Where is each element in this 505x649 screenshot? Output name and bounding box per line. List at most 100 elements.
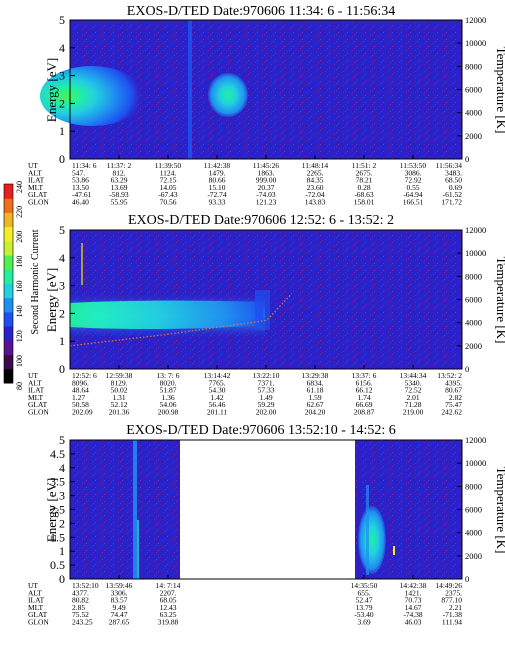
table-cell: 14:35:50: [351, 581, 378, 590]
colorbar-swatch: [4, 340, 13, 356]
table-cell: 11:48:14: [302, 161, 329, 170]
colorbar-tick-label: 160: [15, 281, 24, 293]
table-cell: 11:53:50: [400, 161, 427, 170]
table-cell: 11:56:34: [436, 161, 463, 170]
table-cell: 14.67: [405, 603, 422, 612]
table-cell: 72.92: [405, 176, 422, 185]
colorbar-tick-label: 120: [15, 330, 24, 342]
y2tick-label: 4000: [465, 318, 482, 328]
panel-3-orbit-table: UTALTILATMLTGLATGLON13:52:104377.80.822.…: [28, 581, 462, 627]
y2tick-label: 0: [465, 364, 469, 374]
table-cell: -64.94: [403, 190, 423, 199]
table-cell: 1479.: [209, 168, 226, 177]
table-cell: 4377.: [72, 588, 89, 597]
y2tick-label: 10000: [465, 38, 486, 48]
y2tick-label: 12000: [465, 435, 486, 445]
table-cell: 46.03: [405, 618, 422, 627]
panel-2-yticks: 5 4 3 2 1 0: [59, 223, 75, 376]
table-cell: 56.46: [209, 400, 226, 409]
panel-1-plot-area: [40, 19, 463, 160]
table-cell: 13:29:38: [302, 371, 329, 380]
table-cell: 54.06: [160, 400, 177, 409]
ytick-label: 1: [59, 544, 65, 558]
table-cell: 51.87: [160, 386, 177, 395]
colorbar-swatch: [4, 311, 13, 327]
panel-1-xticks: [69, 155, 463, 159]
table-row-label: UT: [28, 371, 38, 380]
table-cell: 0.69: [449, 183, 462, 192]
table-cell: 66.69: [356, 400, 373, 409]
table-cell: 6834.: [307, 378, 324, 387]
colorbar-swatch: [4, 212, 13, 228]
ytick-label: 3: [59, 69, 65, 83]
colorbar-swatch: [4, 283, 13, 299]
ytick-label: 3.5: [50, 475, 65, 489]
table-cell: 13:37: 6: [352, 371, 377, 380]
table-cell: -61.52: [443, 190, 463, 199]
y2tick-label: 6000: [465, 505, 482, 515]
table-cell: 14.05: [160, 183, 177, 192]
table-cell: 158.01: [354, 198, 375, 207]
ytick-label: 2: [59, 306, 65, 320]
table-cell: 11:37: 2: [107, 161, 132, 170]
table-cell: 14:49:26: [435, 581, 462, 590]
panel-1-y2ticks: 12000 10000 8000 6000 4000 2000 0: [457, 15, 486, 164]
y2tick-label: 8000: [465, 61, 482, 71]
table-cell: 2375.: [445, 588, 462, 597]
table-cell: 13.79: [356, 603, 373, 612]
table-row-label: ILAT: [28, 596, 45, 605]
table-cell: 0.55: [406, 183, 419, 192]
table-row-label: MLT: [28, 603, 44, 612]
table-cell: 14:42:38: [400, 581, 427, 590]
table-row-label: GLON: [28, 408, 49, 417]
table-cell: 54.30: [209, 386, 226, 395]
y2tick-label: 4000: [465, 108, 482, 118]
colorbar-ticks: 240 220 200 180 160 140 120 100 80: [15, 181, 24, 390]
table-cell: 13:22:10: [253, 371, 280, 380]
table-cell: 3086.: [405, 168, 422, 177]
colorbar-tick-label: 80: [15, 382, 24, 390]
table-cell: 1.74: [357, 393, 370, 402]
table-cell: 75.47: [445, 400, 462, 409]
ytick-label: 4: [59, 461, 65, 475]
table-cell: 13:14:42: [204, 371, 231, 380]
y2tick-label: 12000: [465, 15, 486, 25]
table-row-label: ILAT: [28, 386, 45, 395]
y2tick-label: 8000: [465, 481, 482, 491]
table-cell: 55.95: [111, 198, 128, 207]
panel-3-ylabel: Energy [eV]: [44, 478, 59, 542]
table-cell: 13:59:46: [106, 581, 133, 590]
table-cell: 63.29: [111, 176, 128, 185]
table-cell: 12:59:38: [106, 371, 133, 380]
table-cell: 53.86: [72, 176, 89, 185]
ytick-label: 5: [59, 13, 65, 27]
table-cell: 1.59: [308, 393, 321, 402]
table-cell: 1.49: [259, 393, 272, 402]
table-row-label: GLON: [28, 618, 49, 627]
table-cell: 14: 7:14: [156, 581, 181, 590]
table-cell: 208.87: [354, 408, 375, 417]
table-cell: 200.98: [158, 408, 179, 417]
table-row-label: ALT: [28, 588, 42, 597]
table-cell: 166.51: [403, 198, 424, 207]
table-cell: 68.05: [160, 596, 177, 605]
table-cell: -53.40: [354, 610, 374, 619]
table-cell: 78.21: [356, 176, 373, 185]
ytick-label: 3: [59, 279, 65, 293]
colorbar-swatch: [4, 255, 13, 270]
table-cell: -72.04: [305, 190, 325, 199]
y2tick-label: 2000: [465, 341, 482, 351]
table-cell: 2.21: [449, 603, 462, 612]
table-cell: 72.15: [160, 176, 177, 185]
y2tick-label: 2000: [465, 551, 482, 561]
colorbar-swatch: [4, 354, 13, 370]
table-cell: 1.42: [210, 393, 223, 402]
panel-1: EXOS-D/TED Date:970606 11:34: 6 - 11:56:…: [28, 4, 505, 207]
ytick-label: 1.5: [50, 530, 65, 544]
table-cell: 201.11: [207, 408, 228, 417]
table-cell: 93.33: [209, 198, 226, 207]
y2tick-label: 8000: [465, 271, 482, 281]
panel-3-y2ticks: 12000 10000 8000 6000 4000 2000 0: [457, 435, 486, 584]
table-cell: 23.60: [307, 183, 324, 192]
table-cell: 4395.: [445, 378, 462, 387]
